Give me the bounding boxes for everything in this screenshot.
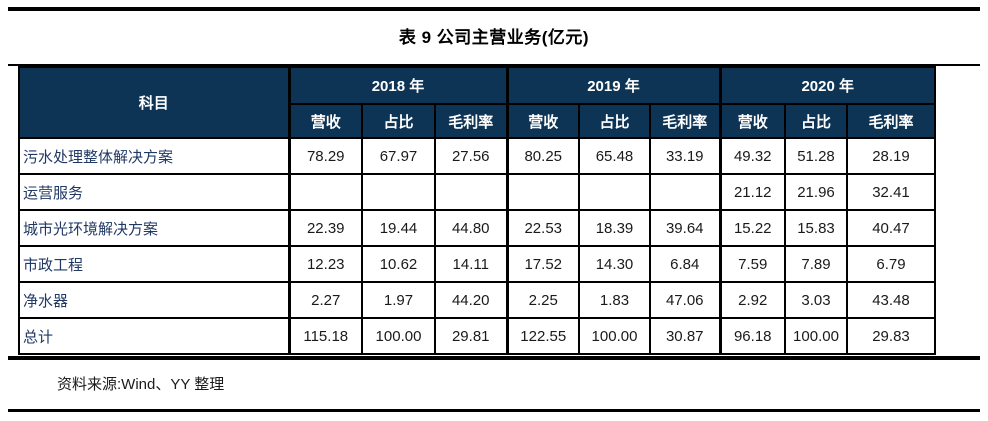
value-cell: 14.11 bbox=[434, 245, 508, 283]
value-cell: 1.83 bbox=[578, 281, 651, 319]
value-cell: 6.79 bbox=[846, 245, 936, 283]
value-cell: 39.64 bbox=[649, 209, 721, 247]
table-row: 运营服务 21.12 21.96 32.41 bbox=[18, 173, 936, 211]
value-cell: 14.30 bbox=[578, 245, 651, 283]
value-cell: 30.87 bbox=[649, 317, 721, 355]
value-cell bbox=[649, 173, 721, 211]
value-cell: 100.00 bbox=[361, 317, 436, 355]
row-label-cell: 运营服务 bbox=[18, 173, 290, 211]
value-cell: 33.19 bbox=[649, 137, 721, 175]
metric-header-cell: 毛利率 bbox=[434, 103, 508, 139]
value-cell: 21.12 bbox=[718, 173, 786, 211]
value-cell bbox=[505, 173, 580, 211]
value-cell: 29.81 bbox=[434, 317, 508, 355]
metric-header-cell: 占比 bbox=[578, 103, 651, 139]
metric-header-row: 营收 占比 毛利率 营收 占比 毛利率 营收 占比 毛利率 bbox=[19, 103, 936, 139]
value-cell: 122.55 bbox=[505, 317, 580, 355]
main-business-table: 科目 2018 年 2019 年 2020 年 营收 占比 毛利率 营收 占比 … bbox=[18, 66, 936, 355]
value-cell: 1.97 bbox=[361, 281, 436, 319]
metric-header-cell: 占比 bbox=[361, 103, 436, 139]
corner-header-cell: 科目 bbox=[18, 66, 290, 139]
source-note: 资料来源:Wind、YY 整理 bbox=[57, 376, 225, 393]
value-cell: 29.83 bbox=[846, 317, 936, 355]
metric-header-cell: 营收 bbox=[287, 103, 363, 139]
table-row: 市政工程 12.23 10.62 14.11 17.52 14.30 6.84 7.59 7.8… bbox=[18, 245, 936, 283]
table-row: 净水器 2.27 1.97 44.20 2.25 1.83 47.06 2.92 3.03 43.… bbox=[18, 281, 936, 319]
table-row: 城市光环境解决方案 22.39 19.44 44.80 22.53 18.39 39.64 1… bbox=[18, 209, 936, 247]
table-title: 表 9 公司主营业务(亿元) bbox=[398, 28, 590, 47]
value-cell: 19.44 bbox=[361, 209, 436, 247]
value-cell: 43.48 bbox=[846, 281, 936, 319]
value-cell: 21.96 bbox=[784, 173, 848, 211]
table-row: 总计 115.18 100.00 29.81 122.55 100.00 30.87 96.1… bbox=[18, 317, 936, 355]
value-cell bbox=[287, 173, 363, 211]
value-cell: 28.19 bbox=[846, 137, 936, 175]
value-cell: 18.39 bbox=[578, 209, 651, 247]
bottom-rule bbox=[8, 409, 980, 412]
value-cell: 80.25 bbox=[505, 137, 580, 175]
value-cell: 49.32 bbox=[718, 137, 786, 175]
value-cell: 2.92 bbox=[718, 281, 786, 319]
value-cell: 7.59 bbox=[718, 245, 786, 283]
value-cell: 115.18 bbox=[287, 317, 363, 355]
value-cell: 100.00 bbox=[578, 317, 651, 355]
value-cell bbox=[578, 173, 651, 211]
metric-header-cell: 毛利率 bbox=[649, 103, 721, 139]
value-cell: 15.83 bbox=[784, 209, 848, 247]
value-cell: 67.97 bbox=[361, 137, 436, 175]
year-header-cell: 2018 年 bbox=[287, 66, 508, 105]
value-cell: 17.52 bbox=[505, 245, 580, 283]
value-cell: 65.48 bbox=[578, 137, 651, 175]
value-cell: 6.84 bbox=[649, 245, 721, 283]
table-top-rule bbox=[8, 64, 980, 66]
value-cell: 15.22 bbox=[718, 209, 786, 247]
metric-header-cell: 毛利率 bbox=[846, 103, 936, 139]
value-cell: 96.18 bbox=[718, 317, 786, 355]
value-cell: 2.27 bbox=[287, 281, 363, 319]
row-label-cell: 市政工程 bbox=[18, 245, 290, 283]
value-cell: 3.03 bbox=[784, 281, 848, 319]
value-cell: 47.06 bbox=[649, 281, 721, 319]
row-label-cell: 总计 bbox=[18, 317, 290, 355]
value-cell: 51.28 bbox=[784, 137, 848, 175]
table-row: 污水处理整体解决方案 78.29 67.97 27.56 80.25 65.48 33.19… bbox=[18, 137, 936, 175]
row-label-cell: 净水器 bbox=[18, 281, 290, 319]
value-cell: 32.41 bbox=[846, 173, 936, 211]
value-cell: 40.47 bbox=[846, 209, 936, 247]
table-header: 科目 2018 年 2019 年 2020 年 营收 占比 毛利率 营收 占比 … bbox=[18, 66, 936, 139]
year-header-cell: 2019 年 bbox=[505, 66, 721, 105]
value-cell: 22.39 bbox=[287, 209, 363, 247]
year-header-row: 科目 2018 年 2019 年 2020 年 bbox=[18, 66, 936, 139]
value-cell: 44.20 bbox=[434, 281, 508, 319]
value-cell: 100.00 bbox=[784, 317, 848, 355]
value-cell: 2.25 bbox=[505, 281, 580, 319]
metric-header-cell: 营收 bbox=[505, 103, 580, 139]
table-bottom-rule bbox=[8, 356, 980, 360]
year-header-cell: 2020 年 bbox=[718, 66, 936, 105]
metric-header-cell: 占比 bbox=[784, 103, 848, 139]
value-cell: 22.53 bbox=[505, 209, 580, 247]
row-label-cell: 城市光环境解决方案 bbox=[18, 209, 290, 247]
metric-header-cell: 营收 bbox=[718, 103, 786, 139]
value-cell: 27.56 bbox=[434, 137, 508, 175]
value-cell: 78.29 bbox=[287, 137, 363, 175]
value-cell bbox=[361, 173, 436, 211]
value-cell: 10.62 bbox=[361, 245, 436, 283]
value-cell bbox=[434, 173, 508, 211]
value-cell: 7.89 bbox=[784, 245, 848, 283]
row-label-cell: 污水处理整体解决方案 bbox=[18, 137, 290, 175]
table-body: 污水处理整体解决方案 78.29 67.97 27.56 80.25 65.48 33.19… bbox=[18, 137, 936, 355]
top-rule bbox=[8, 7, 980, 11]
value-cell: 44.80 bbox=[434, 209, 508, 247]
value-cell: 12.23 bbox=[287, 245, 363, 283]
